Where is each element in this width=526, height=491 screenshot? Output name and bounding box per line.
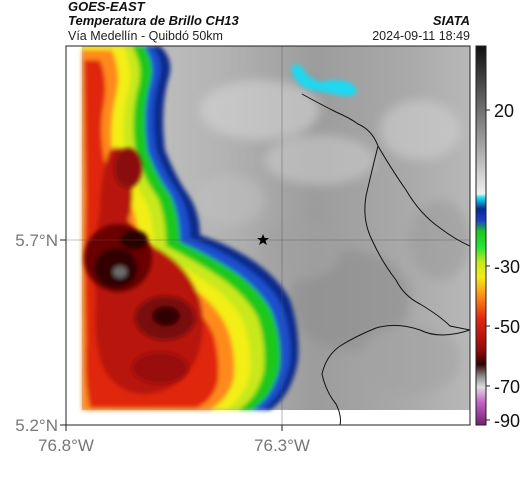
map-border: [65, 45, 471, 426]
lon-label-76.3: 76.3°W: [254, 436, 310, 455]
colorbar-label-m30: -30: [494, 257, 520, 277]
star-icon: [257, 234, 269, 245]
colorbar-label-m90: -90: [494, 411, 520, 431]
colorbar-label-m70: -70: [494, 377, 520, 397]
colorbar: 20 -30 -50 -70 -90: [475, 45, 520, 431]
boundary-line-south: [321, 324, 470, 425]
lon-label-76.8: 76.8°W: [38, 436, 94, 455]
cyan-cloud-patch: [291, 64, 357, 96]
colorbar-label-m50: -50: [494, 317, 520, 337]
colorbar-gradient: [475, 45, 487, 426]
boundary-line: [301, 93, 470, 331]
route-subtitle: Vía Medellín - Quibdó 50km: [68, 29, 223, 43]
boundary-line-east: [377, 145, 470, 247]
coldest-cores: [84, 148, 195, 384]
product-title: Temperatura de Brillo CH13: [68, 13, 239, 28]
timestamp: 2024-09-11 18:49: [372, 29, 470, 43]
lat-label-5.7: 5.7°N: [15, 231, 58, 250]
organization-name: SIATA: [432, 13, 470, 28]
satellite-name: GOES-EAST: [68, 0, 145, 14]
lat-label-5.2: 5.2°N: [15, 416, 58, 435]
colorbar-label-20: 20: [494, 101, 514, 121]
map-frame: [66, 46, 470, 425]
